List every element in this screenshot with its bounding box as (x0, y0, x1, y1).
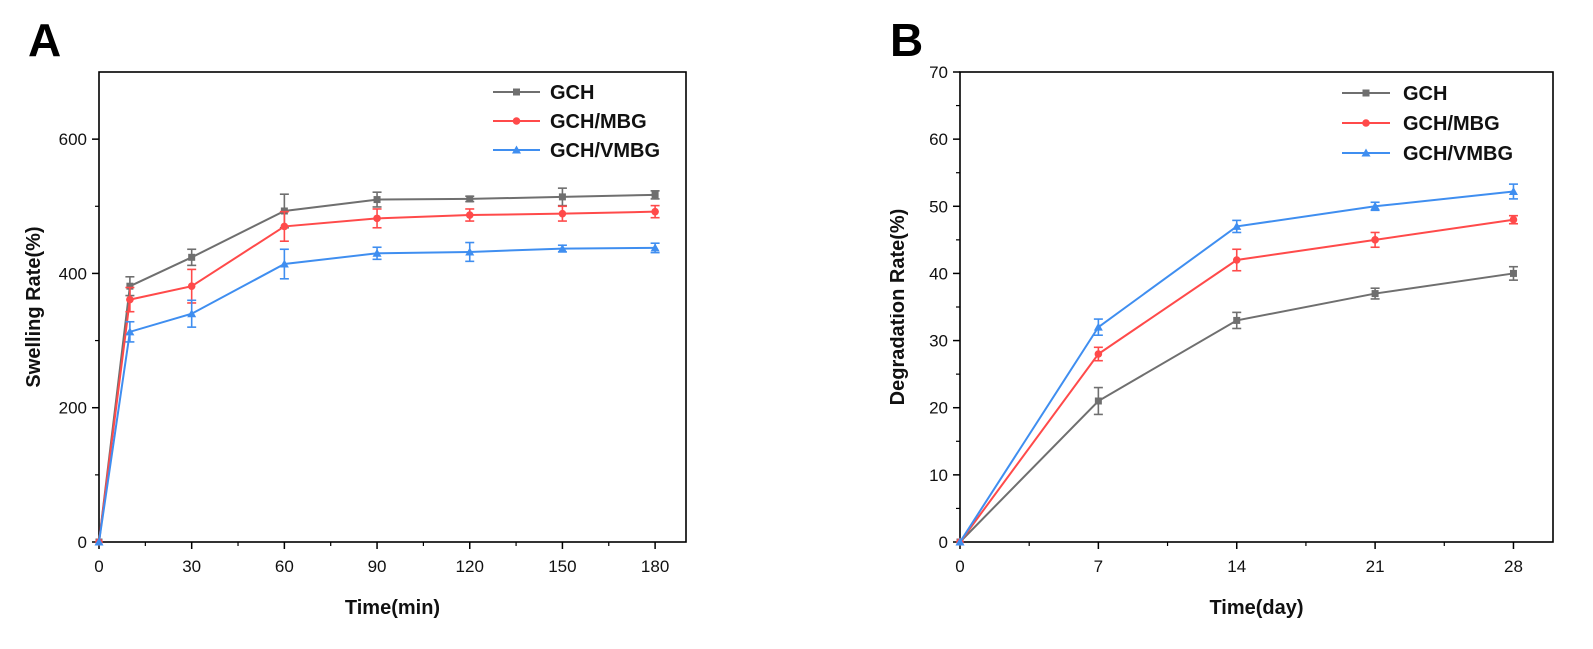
data-point (1509, 269, 1517, 277)
data-point (94, 537, 104, 546)
legend-label: GCH (1403, 83, 1447, 105)
y-tick-label: 0 (78, 533, 87, 552)
x-tick-label: 0 (955, 557, 964, 576)
y-tick-label: 30 (929, 332, 948, 351)
legend-marker (512, 117, 521, 125)
legend-entry: GCH/MBG (493, 111, 647, 133)
series-line (98, 193, 656, 543)
series-gch-vmbg (94, 241, 660, 546)
y-axis-title: Swelling Rate(%) (23, 226, 45, 387)
y-tick-label: 0 (939, 533, 948, 552)
y-tick-label: 60 (929, 130, 948, 149)
data-point (651, 191, 659, 199)
x-tick-label: 14 (1227, 557, 1246, 576)
legend-label: GCH/VMBG (550, 140, 660, 162)
panel-letter: B (890, 14, 923, 66)
data-point (650, 243, 660, 252)
data-point (1094, 350, 1103, 358)
data-point (558, 209, 567, 218)
data-point (1370, 201, 1380, 210)
series-gch (956, 265, 1518, 546)
data-point (558, 193, 566, 201)
data-point (1094, 397, 1102, 405)
data-point (465, 211, 474, 219)
data-point (125, 327, 135, 336)
legend-label: GCH (550, 82, 594, 104)
y-tick-label: 20 (929, 399, 948, 418)
y-axis-title: Degradation Rate(%) (890, 209, 909, 406)
legend-label: GCH/VMBG (1403, 143, 1513, 165)
data-point (1371, 290, 1379, 298)
data-point (1508, 187, 1518, 196)
data-point (465, 247, 475, 256)
series-line (98, 246, 656, 543)
x-tick-label: 180 (641, 557, 669, 576)
legend-entry: GCH (1342, 83, 1447, 105)
data-point (280, 222, 289, 231)
data-point (188, 253, 196, 261)
data-point (466, 195, 474, 203)
y-tick-label: 200 (59, 399, 87, 418)
x-tick-label: 30 (182, 557, 201, 576)
legend-label: GCH/MBG (1403, 113, 1500, 135)
chart-b-svg: B 0 7 14 21 28 0 10 20 30 40 50 60 70 Time(day) Degrada… (890, 14, 1554, 619)
data-point (373, 214, 381, 223)
x-tick-label: 7 (1094, 557, 1103, 576)
data-point (1232, 221, 1242, 230)
series-gch-vmbg (955, 183, 1518, 546)
plot-frame (98, 71, 687, 543)
legend-marker (1362, 89, 1370, 97)
y-tick-label: 10 (929, 466, 948, 485)
panel-letter: A (28, 14, 61, 66)
data-point (557, 244, 567, 253)
x-tick-label: 120 (456, 557, 484, 576)
y-tick-label: 40 (929, 264, 948, 283)
panel-b: B 0 7 14 21 28 0 10 20 30 40 50 60 70 Time(day) Degrada… (890, 0, 1593, 649)
data-point (955, 537, 965, 546)
data-point (187, 282, 196, 290)
series-line (98, 210, 656, 543)
legend-entry: GCH/VMBG (493, 140, 660, 162)
chart-a-svg: A 0 30 60 90 120 150 180 0 200 400 600 Time(min) Swel… (23, 14, 687, 619)
series-gch-mbg (956, 214, 1518, 546)
data-point (1509, 215, 1518, 224)
y-tick-label: 600 (59, 130, 87, 149)
y-tick-label: 50 (929, 197, 948, 216)
x-axis-title: Time(min) (345, 597, 440, 619)
legend-entry: GCH/MBG (1342, 113, 1500, 135)
x-tick-label: 60 (275, 557, 294, 576)
y-tick-label: 70 (929, 63, 948, 82)
x-tick-label: 28 (1504, 557, 1523, 576)
series-gch (95, 187, 660, 546)
data-point (1093, 322, 1103, 331)
x-tick-label: 21 (1366, 557, 1385, 576)
legend-marker (512, 145, 521, 154)
data-point (651, 207, 659, 216)
x-tick-label: 0 (94, 557, 103, 576)
panel-a: A 0 30 60 90 120 150 180 0 200 400 600 Time(min) Swel… (0, 0, 720, 649)
data-point (373, 196, 381, 204)
legend-marker (1361, 148, 1371, 157)
data-point (1371, 236, 1379, 244)
x-tick-label: 90 (368, 557, 387, 576)
data-point (279, 259, 289, 268)
series-gch-mbg (95, 204, 660, 546)
legend-marker (513, 88, 520, 96)
data-point (126, 295, 134, 304)
x-axis-title: Time(day) (1209, 597, 1303, 619)
legend-marker (1362, 119, 1370, 127)
data-point (126, 282, 134, 290)
legend-entry: GCH (493, 82, 594, 104)
series-line (959, 190, 1514, 543)
data-point (1232, 256, 1241, 264)
legend-entry: GCH/VMBG (1342, 143, 1513, 165)
data-point (372, 248, 382, 257)
legend-label: GCH/MBG (550, 111, 647, 133)
x-tick-label: 150 (548, 557, 576, 576)
data-point (1233, 316, 1241, 324)
data-point (187, 309, 197, 318)
y-tick-label: 400 (59, 264, 87, 283)
